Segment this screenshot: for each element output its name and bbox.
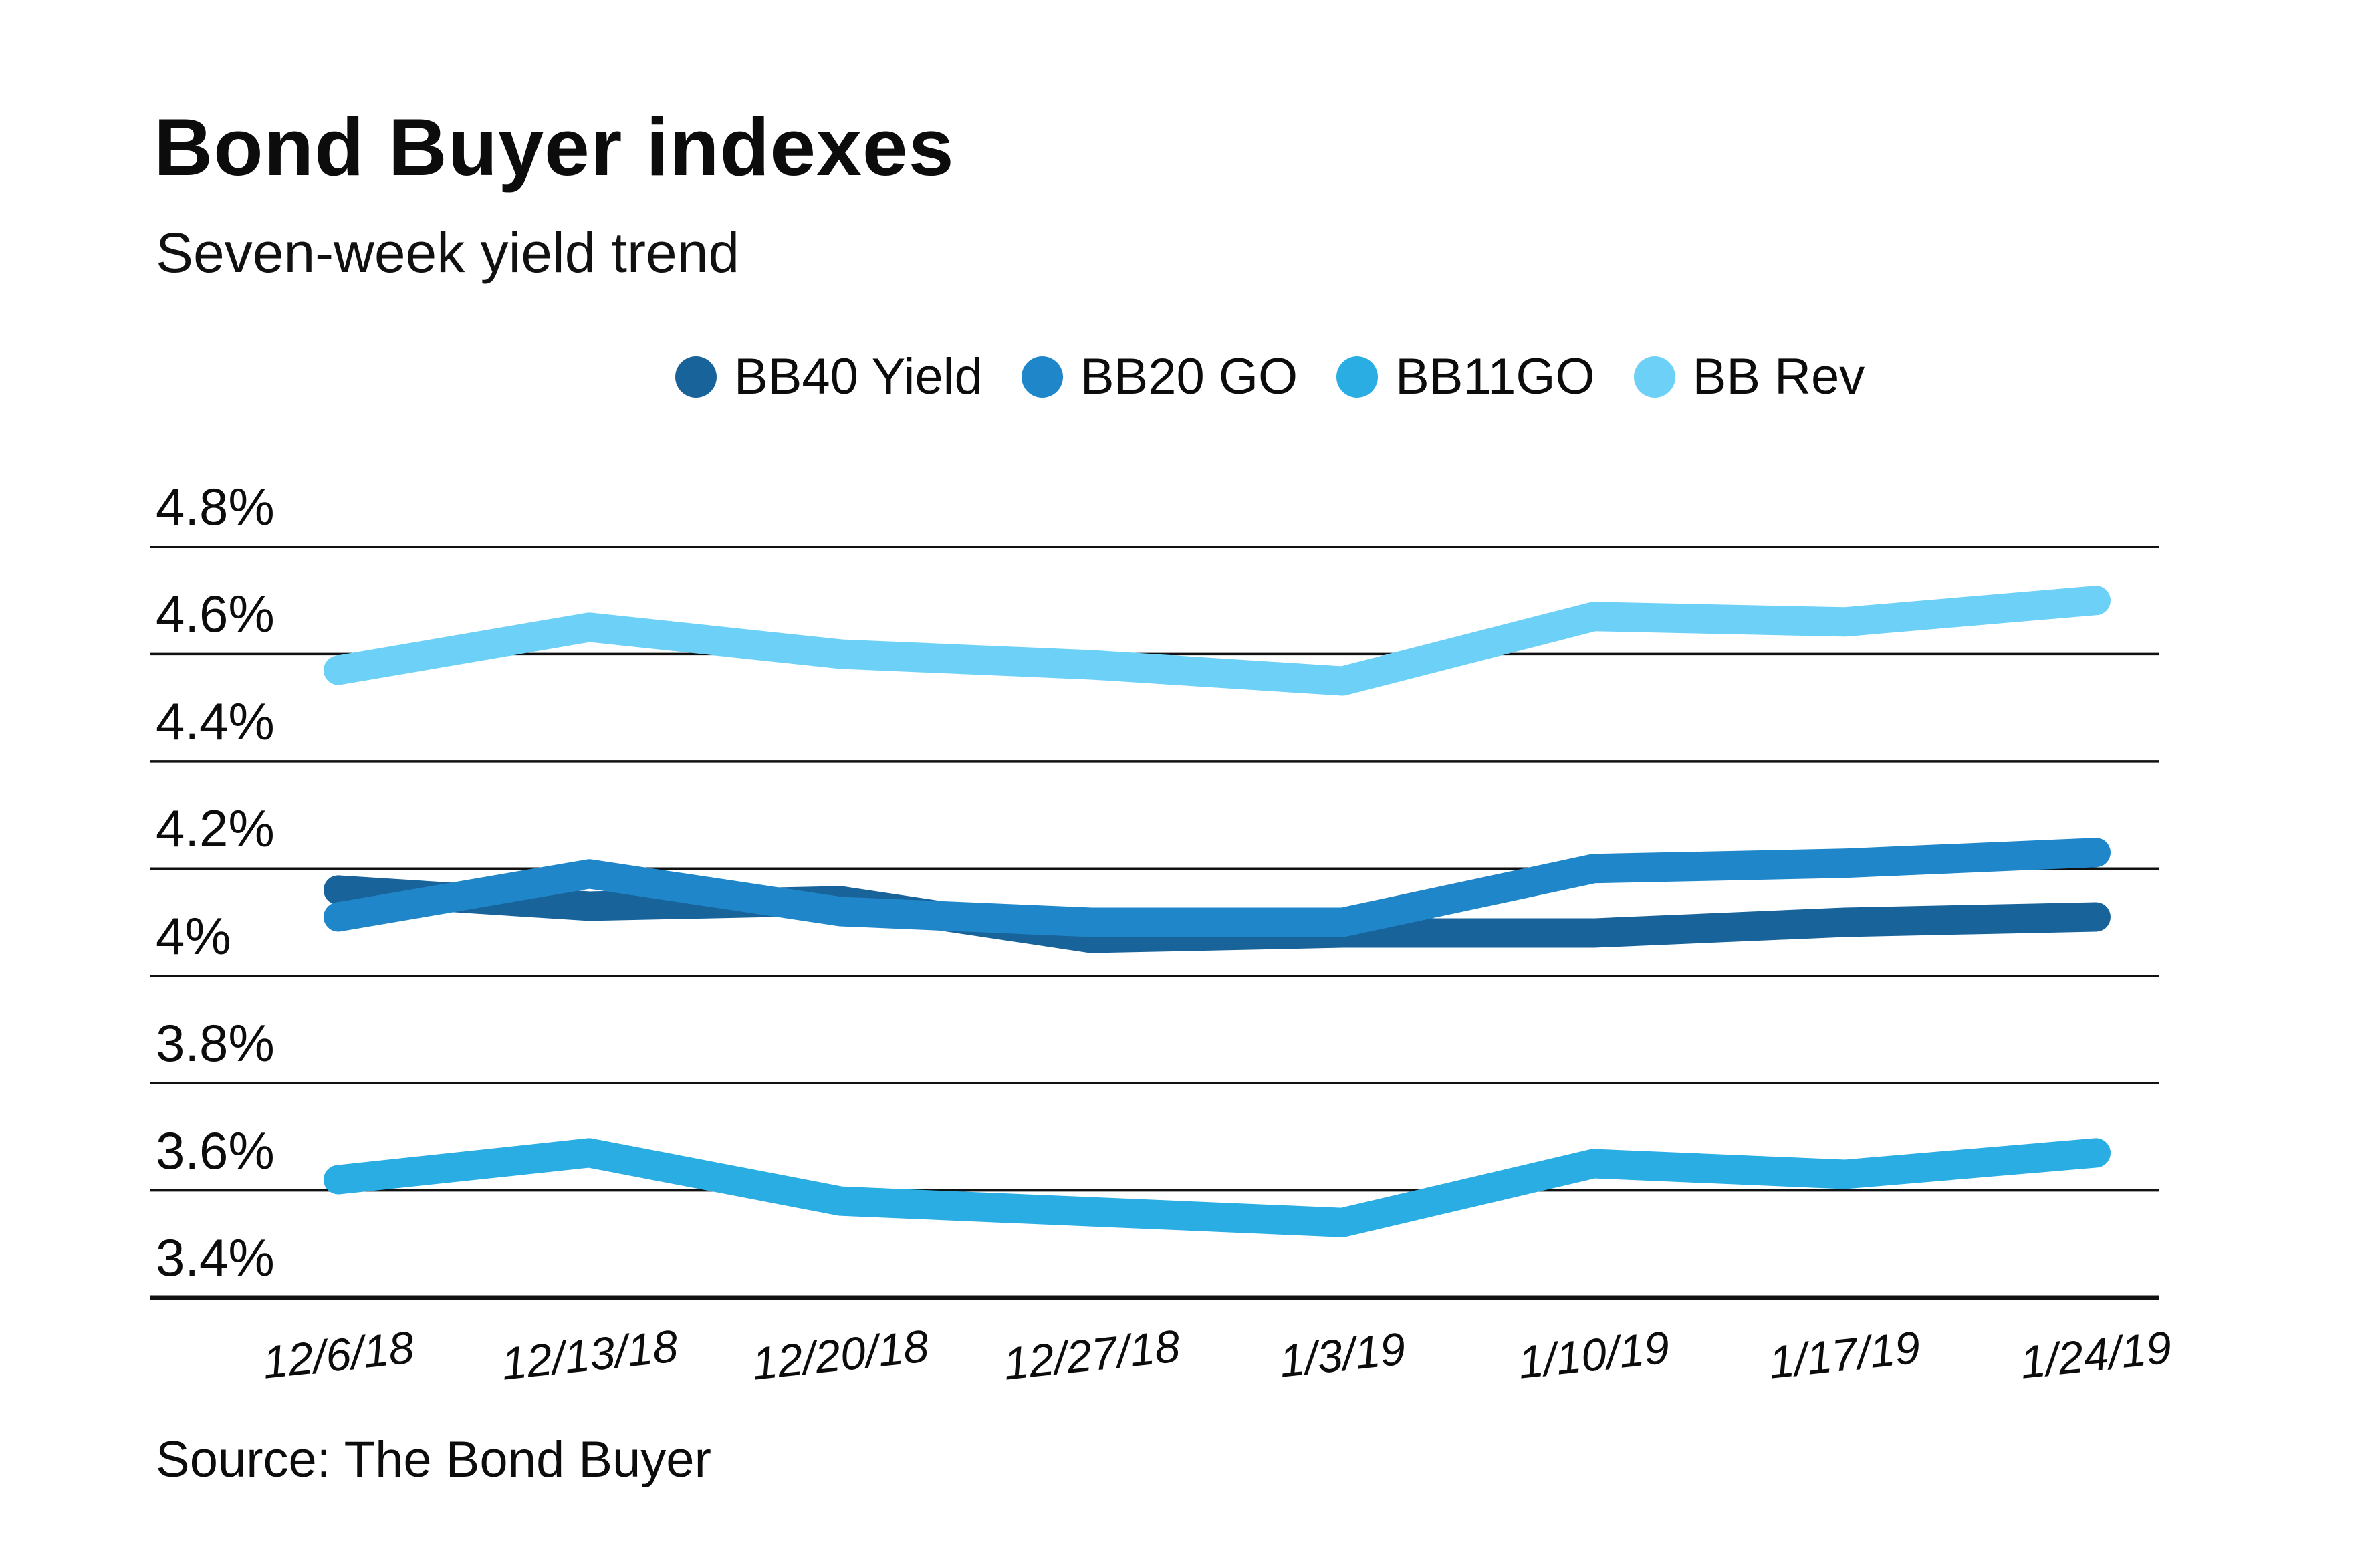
legend-label-bb40: BB40 Yield — [734, 348, 983, 405]
y-tick-label: 4.8% — [156, 477, 275, 536]
legend-item-bb11go: BB11GO — [1336, 348, 1595, 406]
series-line-bb11go — [324, 1138, 2111, 1237]
series-line-bb-rev — [324, 586, 2111, 696]
legend-dot-bb20go-icon — [1021, 356, 1063, 398]
series-line-bb20-go — [324, 838, 2111, 937]
legend-label-bbrev: BB Rev — [1692, 348, 1865, 405]
y-tick-label: 4% — [156, 906, 231, 965]
y-tick-label: 4.4% — [156, 691, 275, 751]
legend-dot-bbrev-icon — [1633, 356, 1675, 398]
legend-item-bb20go: BB20 GO — [1021, 348, 1298, 406]
y-tick-label: 4.6% — [156, 584, 275, 644]
legend-dot-bb40-icon — [675, 356, 717, 398]
page-title: Bond Buyer indexes — [154, 102, 955, 193]
legend-item-bb40: BB40 Yield — [675, 348, 983, 406]
y-tick-label: 4.2% — [156, 799, 275, 858]
legend-dot-bb11go-icon — [1336, 356, 1379, 398]
page-subtitle: Seven-week yield trend — [156, 221, 740, 284]
y-tick-label: 3.6% — [156, 1120, 275, 1180]
legend: BB40 Yield BB20 GO BB11GO BB Rev — [675, 348, 1865, 406]
legend-item-bbrev: BB Rev — [1633, 348, 1865, 406]
legend-label-bb11go: BB11GO — [1395, 348, 1595, 405]
legend-label-bb20go: BB20 GO — [1080, 348, 1298, 405]
source-note: Source: The Bond Buyer — [156, 1431, 711, 1488]
y-tick-label: 3.4% — [156, 1228, 275, 1287]
y-tick-label: 3.8% — [156, 1013, 275, 1073]
